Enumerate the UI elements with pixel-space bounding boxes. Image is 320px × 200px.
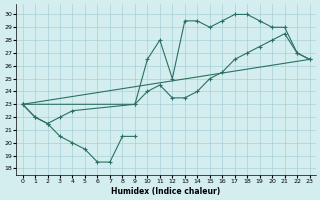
- X-axis label: Humidex (Indice chaleur): Humidex (Indice chaleur): [111, 187, 221, 196]
